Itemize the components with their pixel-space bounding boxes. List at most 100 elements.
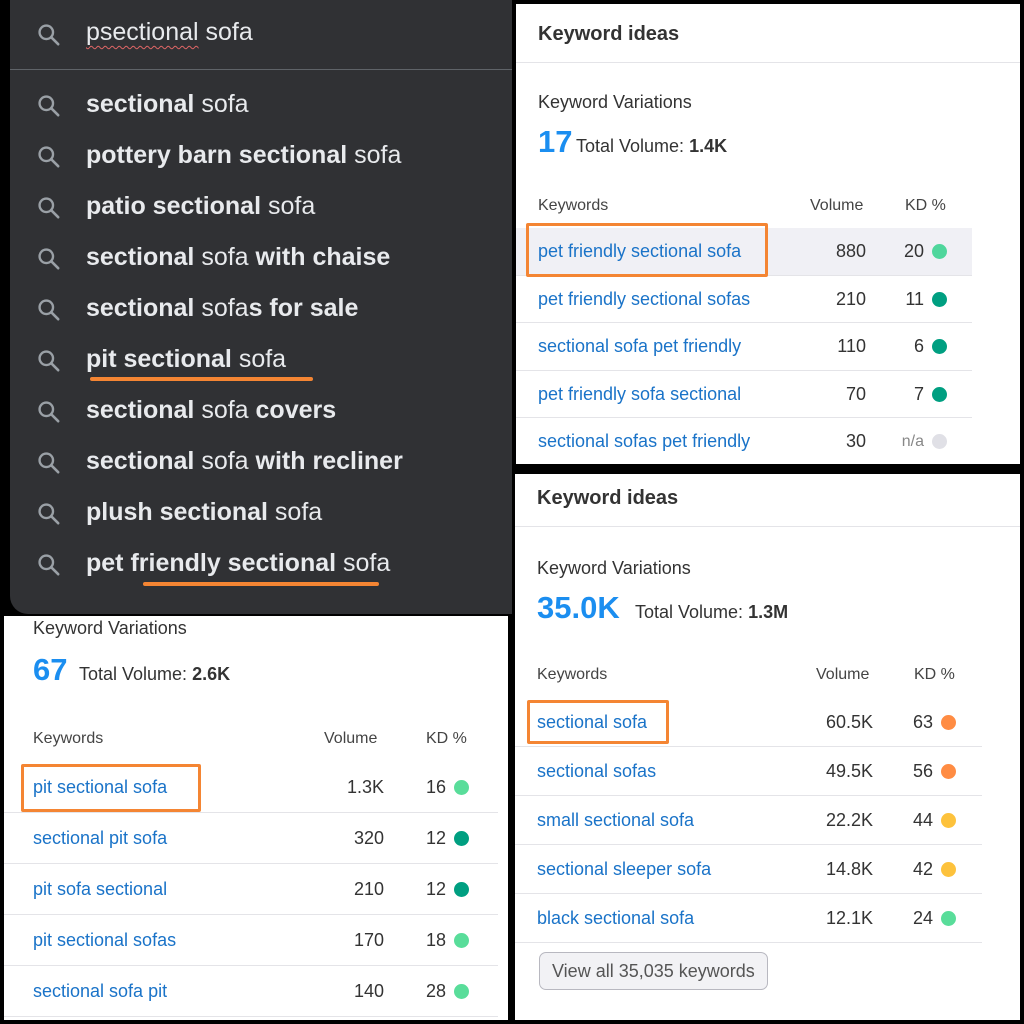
kd-indicator-dot xyxy=(932,291,947,307)
search-suggestions-panel: psectional sofa sectional sofa pottery ba… xyxy=(10,0,512,614)
suggestion-text: sectional sofas for sale xyxy=(86,294,358,323)
column-header-kd[interactable]: KD % xyxy=(914,666,955,683)
keyword-link[interactable]: pit sectional sofas xyxy=(33,930,177,950)
keyword-link[interactable]: sectional sofas xyxy=(537,761,657,781)
total-volume-label: Total Volume: xyxy=(576,136,685,156)
suggestion-plain-part: sofa xyxy=(194,294,249,322)
column-header-keywords: Keywords xyxy=(537,666,608,683)
card-title: Keyword ideas xyxy=(537,487,679,509)
search-input[interactable]: psectional sofa xyxy=(86,18,253,47)
table-row: sectional sleeper sofa 14.8K 42 xyxy=(515,845,982,894)
column-header-kd[interactable]: KD % xyxy=(426,730,467,747)
kd-indicator-dot xyxy=(932,339,947,354)
suggestion-text: pit sectional sofa xyxy=(86,345,286,374)
suggestion-plain-part: sofa xyxy=(336,549,391,577)
keyword-link[interactable]: pit sofa sectional xyxy=(33,879,168,899)
keyword-link[interactable]: pet friendly sectional sofas xyxy=(538,288,751,309)
keyword-link[interactable]: pet friendly sectional sofa xyxy=(538,241,742,261)
kd-value: 63 xyxy=(912,712,933,732)
suggestion-plain-part: sofa xyxy=(347,141,402,169)
keyword-link[interactable]: pit sectional sofa xyxy=(33,777,168,797)
view-all-keywords-button[interactable]: View all 35,035 keywords xyxy=(539,952,768,990)
suggestion-plain-part: sofa xyxy=(231,345,287,373)
keyword-link[interactable]: sectional sleeper sofa xyxy=(537,859,712,879)
kd-indicator-dot xyxy=(454,780,469,795)
kd-indicator-dot xyxy=(932,386,947,402)
keyword-variations-label: Keyword Variations xyxy=(538,92,692,112)
suggestion-bold-part: sectional xyxy=(86,447,195,475)
kd-indicator-dot xyxy=(941,862,956,877)
keyword-link[interactable]: sectional sofas pet friendly xyxy=(538,431,751,451)
suggestion-bold-part: with recliner xyxy=(255,447,403,475)
kd-value: 18 xyxy=(425,930,446,950)
total-volume: Total Volume: 1.3M xyxy=(635,602,788,623)
suggestion-bold-part: plush sectional xyxy=(86,498,268,526)
kd-indicator-dot xyxy=(454,933,469,948)
keyword-variations-label: Keyword Variations xyxy=(537,558,691,578)
kd-indicator-dot xyxy=(941,715,956,730)
keyword-link[interactable]: sectional sofa xyxy=(537,712,648,732)
suggestion-item[interactable]: pottery barn sectional sofa xyxy=(10,130,512,181)
suggestion-text: sectional sofa with recliner xyxy=(86,447,403,476)
suggestion-bold-part: pottery barn sectional xyxy=(86,141,348,169)
keyword-link[interactable]: sectional pit sofa xyxy=(33,828,168,848)
suggestion-item[interactable]: sectional sofas for sale xyxy=(10,283,512,334)
keyword-link[interactable]: small sectional sofa xyxy=(537,810,695,830)
suggestion-item[interactable]: sectional sofa covers xyxy=(10,385,512,436)
keyword-variations-count[interactable]: 17 xyxy=(538,124,573,159)
table-row: sectional sofa pet friendly 110 6 xyxy=(516,323,972,371)
volume-value: 12.1K xyxy=(825,908,873,928)
search-query-typed: psectional xyxy=(86,18,199,46)
column-header-volume[interactable]: Volume xyxy=(324,730,378,747)
table-row: pit sectional sofa 1.3K 16 xyxy=(4,762,498,813)
table-row: sectional sofas pet friendly 30 n/a xyxy=(516,418,972,464)
kd-value: 11 xyxy=(905,288,924,309)
volume-value: 880 xyxy=(835,241,866,261)
suggestion-item[interactable]: pit sectional sofa xyxy=(10,334,512,385)
table-row: sectional sofas 49.5K 56 xyxy=(515,747,982,796)
search-icon xyxy=(36,552,62,578)
suggestion-bold-part: pit sectional xyxy=(86,345,232,373)
search-icon xyxy=(36,195,62,221)
keyword-variations-count[interactable]: 35.0K xyxy=(537,590,620,625)
keyword-link[interactable]: pet friendly sofa sectional xyxy=(538,383,742,404)
kd-indicator-dot xyxy=(454,831,469,846)
search-icon xyxy=(36,246,62,272)
keyword-link[interactable]: sectional sofa pit xyxy=(33,981,168,1001)
suggestion-item[interactable]: sectional sofa xyxy=(10,79,512,130)
search-bar[interactable]: psectional sofa xyxy=(10,0,512,70)
suggestion-item[interactable]: plush sectional sofa xyxy=(10,487,512,538)
total-volume-value: 1.4K xyxy=(689,136,728,156)
column-header-kd[interactable]: KD % xyxy=(905,197,946,214)
suggestion-bold-part: pet friendly sectional xyxy=(86,549,337,577)
total-volume-value: 1.3M xyxy=(748,602,789,622)
table-row: pet friendly sectional sofa 880 20 xyxy=(516,228,972,276)
suggestion-item[interactable]: pet friendly sectional sofa xyxy=(10,538,512,589)
keyword-link[interactable]: black sectional sofa xyxy=(537,908,695,928)
suggestion-plain-part: sofa xyxy=(194,447,256,475)
keyword-link[interactable]: sectional sofa pet friendly xyxy=(538,336,742,356)
suggestion-plain-part: sofa xyxy=(194,243,256,271)
column-header-volume[interactable]: Volume xyxy=(816,666,870,683)
total-volume-label: Total Volume: xyxy=(635,602,744,622)
suggestion-item[interactable]: sectional sofa with chaise xyxy=(10,232,512,283)
highlight-box xyxy=(21,764,201,812)
suggestion-plain-part: sofa xyxy=(194,90,249,118)
column-header-keywords: Keywords xyxy=(538,197,609,214)
suggestion-bold-part: sectional xyxy=(86,243,195,271)
table-row: black sectional sofa 12.1K 24 xyxy=(515,894,982,943)
suggestion-item[interactable]: sectional sofa with recliner xyxy=(10,436,512,487)
suggestion-text: plush sectional sofa xyxy=(86,498,322,527)
column-header-volume[interactable]: Volume xyxy=(810,197,864,214)
keyword-variations-count[interactable]: 67 xyxy=(33,652,68,687)
search-icon xyxy=(36,501,62,527)
kd-value: 42 xyxy=(912,859,933,879)
volume-value: 22.2K xyxy=(825,810,873,830)
table-row: sectional pit sofa 320 12 xyxy=(4,813,498,864)
table-row: small sectional sofa 22.2K 44 xyxy=(515,796,982,845)
search-icon xyxy=(36,297,62,323)
total-volume-label: Total Volume: xyxy=(79,664,188,684)
search-icon xyxy=(36,22,62,48)
suggestion-item[interactable]: patio sectional sofa xyxy=(10,181,512,232)
suggestion-text: patio sectional sofa xyxy=(86,192,315,221)
